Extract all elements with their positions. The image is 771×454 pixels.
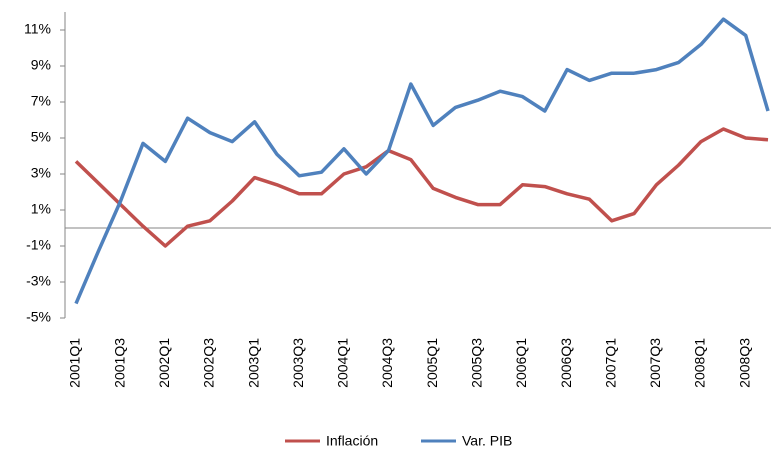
- y-tick-label: 1%: [31, 201, 51, 217]
- x-tick-label: 2003Q1: [245, 338, 261, 388]
- x-tick-label: 2005Q3: [469, 338, 485, 388]
- x-tick-label: 2002Q1: [156, 338, 172, 388]
- line-series: [74, 17, 770, 305]
- x-tick-label: 2003Q3: [290, 338, 306, 388]
- x-tick-label: 2001Q3: [111, 338, 127, 388]
- y-tick-label: -3%: [26, 273, 51, 289]
- x-tick-label: 2008Q1: [692, 338, 708, 388]
- x-tick-label: 2001Q1: [67, 338, 83, 388]
- x-tick-label: 2007Q1: [602, 338, 618, 388]
- line-series: [74, 127, 769, 248]
- x-tick-label: 2006Q3: [558, 338, 574, 388]
- x-tick-label: 2002Q3: [201, 338, 217, 388]
- y-tick-label: 5%: [31, 129, 51, 145]
- y-tick-label: 11%: [24, 21, 51, 37]
- x-tick-label: 2004Q1: [335, 338, 351, 388]
- x-tick-label: 2006Q1: [513, 338, 529, 388]
- y-tick-label: 9%: [31, 57, 51, 73]
- x-tick-label: 2008Q3: [736, 338, 752, 388]
- y-tick-label: -5%: [26, 309, 51, 325]
- x-tick-label: 2004Q3: [379, 338, 395, 388]
- y-tick-label: 3%: [31, 165, 51, 181]
- y-tick-label: -1%: [26, 237, 51, 253]
- x-tick-label: 2007Q3: [647, 338, 663, 388]
- x-tick-label: 2005Q1: [424, 338, 440, 388]
- y-tick-label: 7%: [31, 93, 51, 109]
- legend-label: Inflación: [326, 433, 378, 449]
- legend-label: Var. PIB: [462, 433, 512, 449]
